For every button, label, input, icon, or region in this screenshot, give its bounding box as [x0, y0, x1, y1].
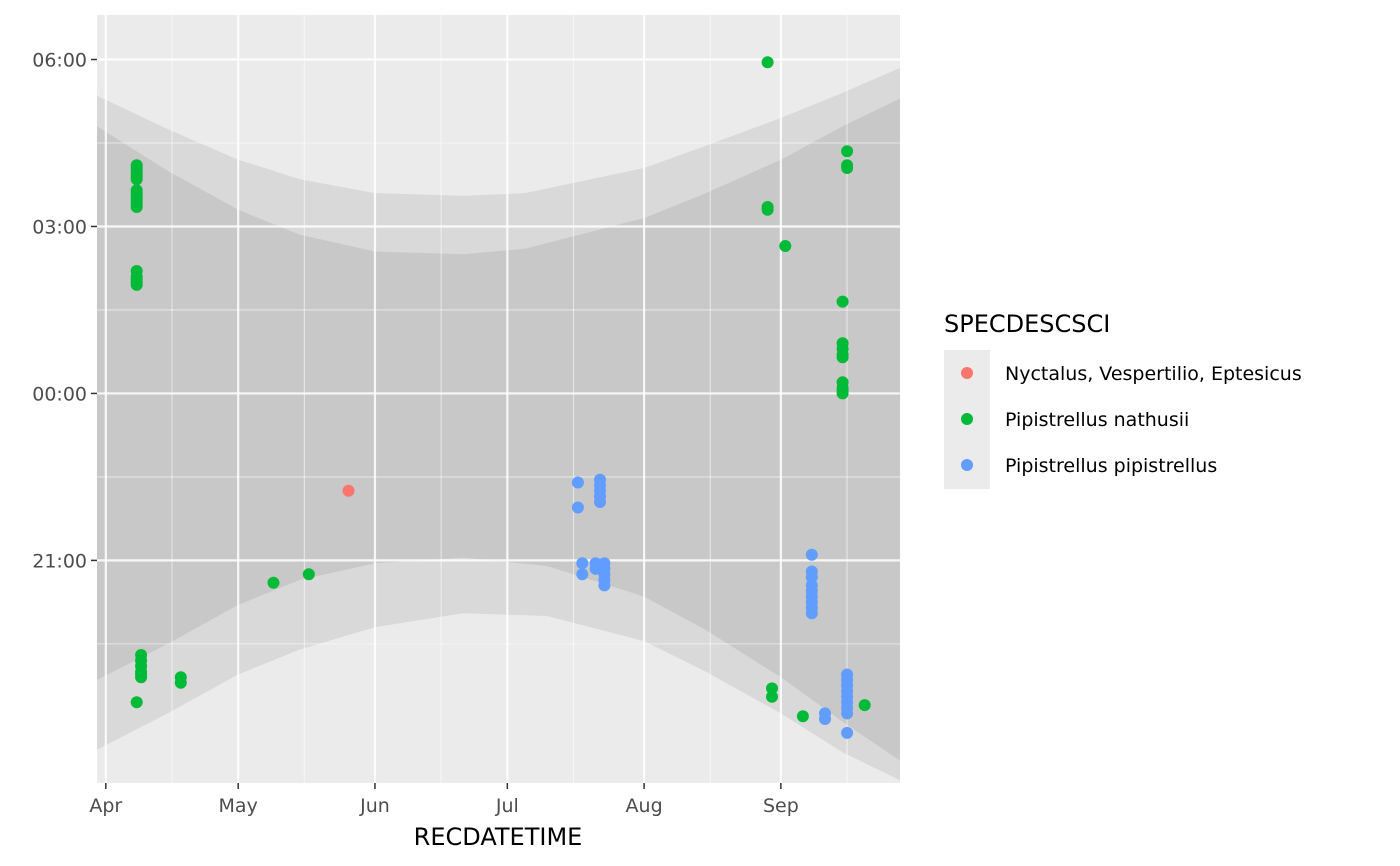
point-pipistrellus-nathusii [836, 351, 849, 364]
grid-layer [97, 15, 900, 783]
y-tick-label: 21:00 [32, 550, 87, 572]
point-pipistrellus-pipistrellus [571, 501, 584, 514]
point-pipistrellus-pipistrellus [589, 562, 602, 575]
point-pipistrellus-nathusii [836, 295, 849, 308]
point-pipistrellus-nathusii [174, 676, 187, 689]
legend-key-pipistrellus-pipistrellus [961, 459, 973, 471]
legend-key-pipistrellus-nathusii [961, 413, 973, 425]
point-pipistrellus-nathusii [779, 240, 792, 252]
bands-layer [97, 67, 900, 781]
point-nyctalus-vespertilio-eptesicus [342, 484, 355, 497]
point-pipistrellus-pipistrellus [805, 548, 818, 561]
point-pipistrellus-nathusii [841, 145, 854, 158]
point-pipistrellus-nathusii [761, 56, 774, 69]
point-pipistrellus-nathusii [836, 387, 849, 400]
x-tick-label: Sep [763, 795, 799, 817]
point-pipistrellus-nathusii [766, 690, 778, 703]
point-pipistrellus-nathusii [766, 682, 778, 695]
x-tick-label: Jun [359, 795, 390, 817]
point-pipistrellus-nathusii [761, 203, 774, 216]
point-pipistrellus-nathusii [267, 576, 280, 589]
point-pipistrellus-nathusii [130, 201, 143, 213]
point-pipistrellus-pipistrellus [805, 607, 818, 620]
y-tick-label: 00:00 [32, 383, 87, 405]
x-tick-label: Apr [89, 795, 122, 817]
x-tick-label: May [219, 795, 258, 817]
point-pipistrellus-nathusii [130, 173, 143, 186]
legend-key-nyctalus-vespertilio-eptesicus [961, 367, 973, 379]
x-axis-title: RECDATETIME [414, 823, 583, 851]
legend: SPECDESCSCI Nyctalus, Vespertilio, Eptes… [944, 310, 1302, 489]
x-tick-label: Jul [495, 795, 519, 817]
point-pipistrellus-pipistrellus [841, 707, 854, 720]
point-pipistrellus-pipistrellus [819, 713, 831, 725]
x-axis: Apr May Jun Jul Aug Sep [89, 783, 799, 817]
x-tick-label: Aug [626, 795, 663, 817]
point-pipistrellus-nathusii [796, 710, 809, 723]
point-pipistrellus-nathusii [302, 568, 315, 581]
legend-title: SPECDESCSCI [944, 310, 1110, 338]
band-night [97, 98, 900, 761]
legend-label-pipistrellus-nathusii: Pipistrellus nathusii [1005, 409, 1189, 431]
point-pipistrellus-pipistrellus [598, 579, 611, 592]
points-layer [130, 56, 871, 739]
y-tick-label: 03:00 [32, 216, 87, 238]
point-pipistrellus-pipistrellus [576, 557, 589, 570]
legend-label-nyctalus-vespertilio-eptesicus: Nyctalus, Vespertilio, Eptesicus [1005, 363, 1302, 385]
legend-label-pipistrellus-pipistrellus: Pipistrellus pipistrellus [1005, 455, 1217, 477]
point-pipistrellus-pipistrellus [805, 571, 818, 584]
point-pipistrellus-pipistrellus [571, 476, 584, 489]
point-pipistrellus-nathusii [841, 162, 854, 174]
point-pipistrellus-nathusii [130, 696, 143, 709]
point-pipistrellus-pipistrellus [841, 726, 854, 739]
point-pipistrellus-nathusii [130, 278, 143, 291]
point-pipistrellus-nathusii [135, 671, 148, 684]
point-pipistrellus-pipistrellus [576, 568, 589, 581]
point-pipistrellus-nathusii [858, 699, 871, 712]
point-pipistrellus-pipistrellus [594, 496, 606, 508]
y-axis: 21:00 00:00 03:00 06:00 [32, 50, 97, 572]
y-tick-label: 06:00 [32, 50, 87, 72]
